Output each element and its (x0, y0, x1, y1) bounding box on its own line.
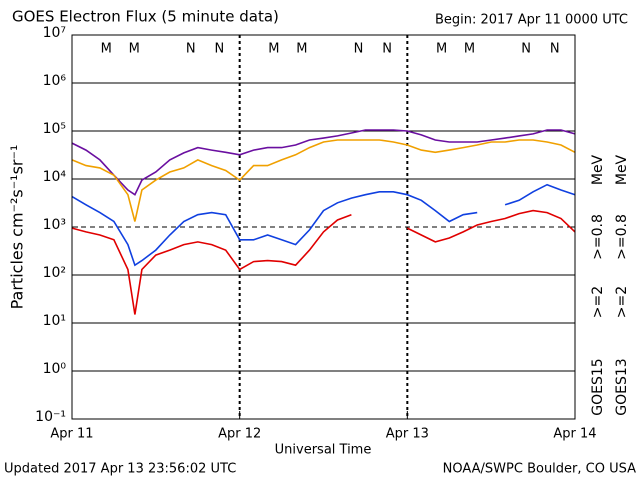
legend-unit: MeV (614, 154, 630, 185)
y-tick-label: 10⁻¹ (35, 409, 66, 425)
legend-satellite: GOES15 (590, 358, 606, 415)
marker-label: N (354, 42, 364, 57)
series-line (71, 209, 576, 315)
x-tick-label: Apr 14 (553, 427, 596, 442)
series-line (71, 129, 576, 196)
marker-label: M (436, 42, 447, 57)
marker-label: N (550, 42, 560, 57)
x-axis-label: Universal Time (275, 443, 372, 458)
legend-entry: >=0.8 (614, 214, 630, 260)
chart-title: GOES Electron Flux (5 minute data) (12, 8, 279, 26)
legend-unit: MeV (590, 154, 606, 185)
marker-label: M (129, 42, 140, 57)
marker-label: M (464, 42, 475, 57)
marker-label: N (215, 42, 225, 57)
x-tick-label: Apr 12 (218, 427, 261, 442)
plot-frame (71, 34, 576, 420)
legend-entry: >=0.8 (590, 214, 606, 260)
y-tick-label: 10² (43, 265, 66, 281)
marker-label: M (101, 42, 112, 57)
y-tick-label: 10⁰ (43, 361, 67, 377)
marker-label: N (521, 42, 531, 57)
y-tick-label: 10¹ (43, 313, 66, 329)
marker-label: N (186, 42, 196, 57)
marker-label: M (268, 42, 279, 57)
y-axis-label: Particles cm⁻²s⁻¹sr⁻¹ (8, 145, 27, 310)
marker-label: M (296, 42, 307, 57)
legend-satellite: GOES13 (614, 358, 630, 415)
marker-label: N (382, 42, 392, 57)
series-line (71, 183, 576, 267)
legend-entry: >=2 (614, 286, 630, 318)
chart-subtitle: Begin: 2017 Apr 11 0000 UTC (435, 13, 628, 28)
y-tick-label: 10³ (43, 217, 66, 233)
x-tick-label: Apr 13 (386, 427, 429, 442)
legend-entry: >=2 (590, 286, 606, 318)
x-tick-label: Apr 11 (50, 427, 93, 442)
y-tick-label: 10⁴ (43, 169, 67, 185)
y-tick-label: 10⁶ (43, 73, 67, 89)
footer-right: NOAA/SWPC Boulder, CO USA (443, 462, 636, 477)
footer-left: Updated 2017 Apr 13 23:56:02 UTC (4, 462, 236, 477)
y-tick-label: 10⁵ (43, 121, 66, 137)
y-tick-label: 10⁷ (43, 25, 66, 41)
series-line (71, 139, 576, 222)
